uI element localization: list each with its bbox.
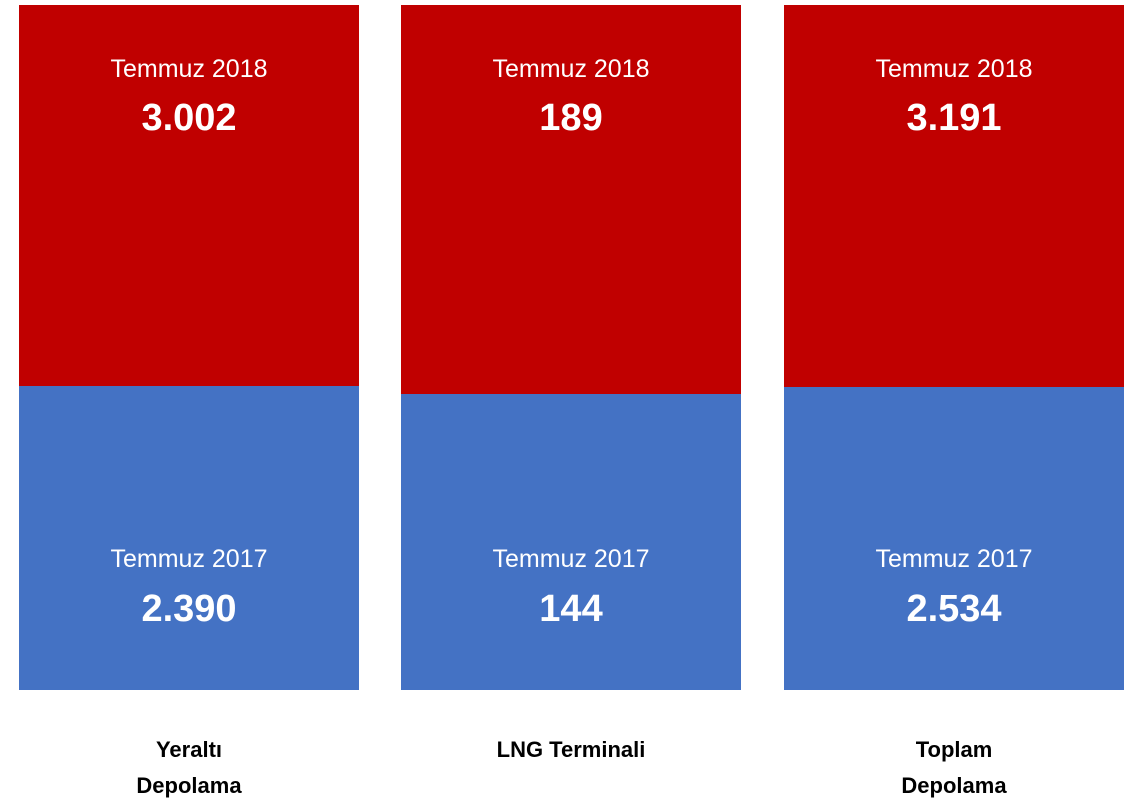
bar-segment <box>784 386 1124 690</box>
category-label: Toplam Depolama <box>901 737 1007 798</box>
series-label: Temmuz 2018 <box>110 55 268 83</box>
category-label: LNG Terminali <box>496 737 646 762</box>
value-label: 3.191 <box>906 97 1002 139</box>
series-label: Temmuz 2017 <box>875 545 1033 573</box>
bar-segment <box>401 5 741 394</box>
series-label: Temmuz 2017 <box>492 545 650 573</box>
bar-segment <box>784 5 1124 387</box>
value-label: 3.002 <box>141 97 237 139</box>
bar-segment <box>19 386 359 690</box>
bar-segment <box>19 5 359 387</box>
value-label: 189 <box>539 97 603 139</box>
series-label: Temmuz 2018 <box>492 55 650 83</box>
value-label: 2.534 <box>906 588 1002 630</box>
value-label: 2.390 <box>141 588 237 630</box>
series-label: Temmuz 2018 <box>875 55 1033 83</box>
bar-segment <box>401 393 741 690</box>
category-label: Yeraltı Depolama <box>136 737 242 798</box>
value-label: 144 <box>539 588 603 630</box>
series-label: Temmuz 2017 <box>110 545 268 573</box>
